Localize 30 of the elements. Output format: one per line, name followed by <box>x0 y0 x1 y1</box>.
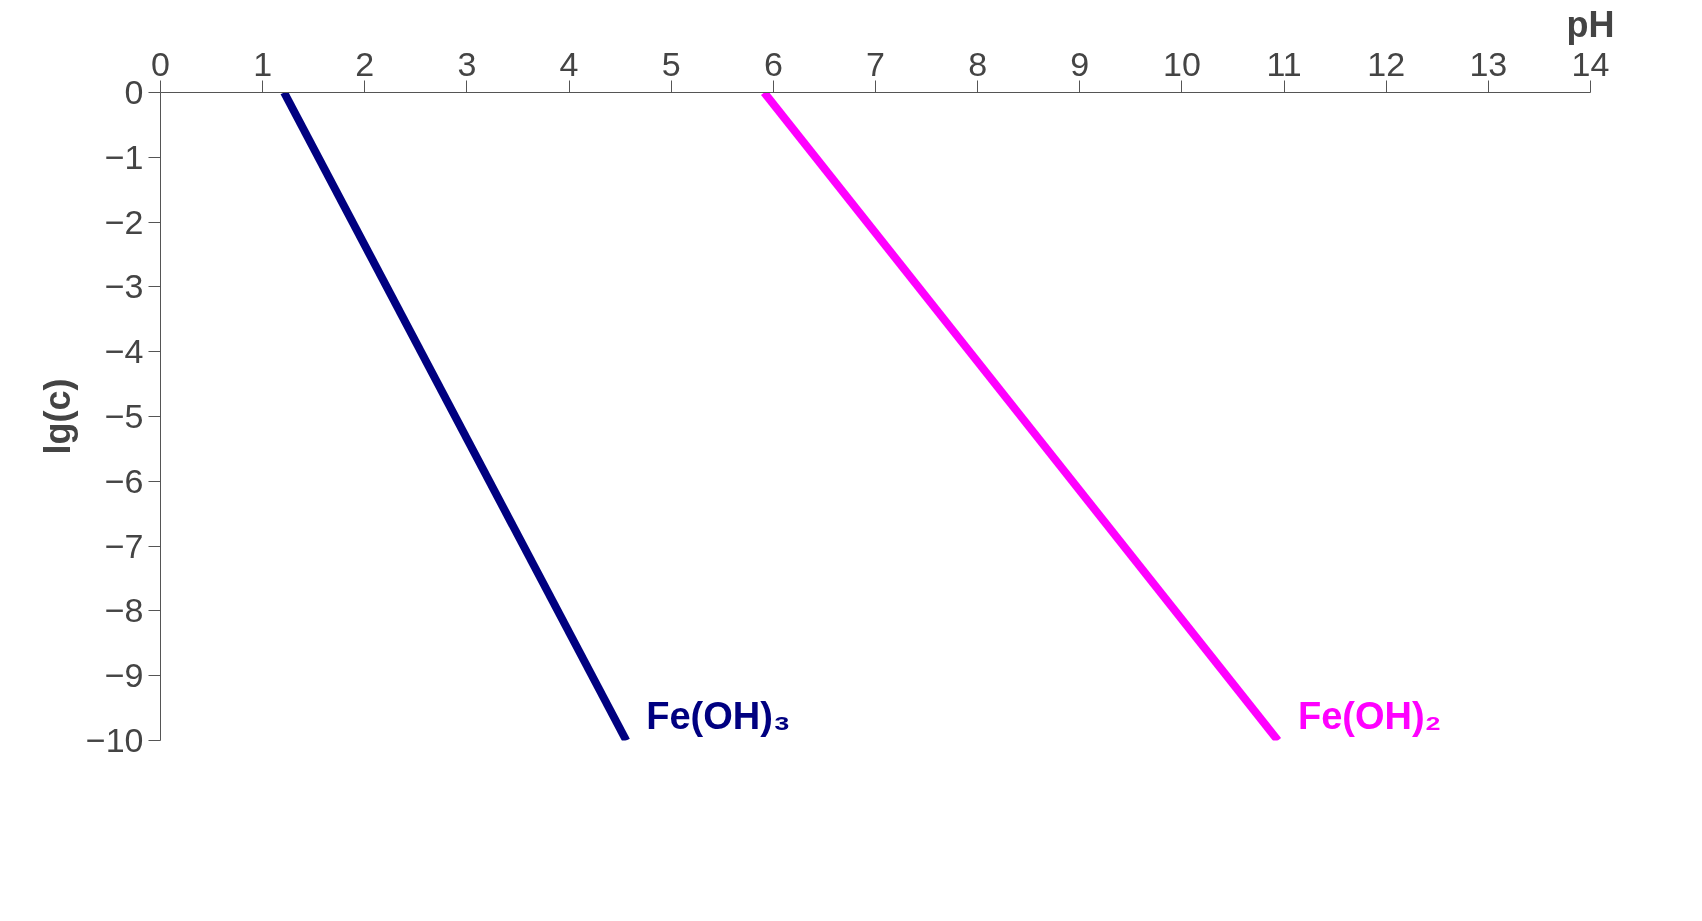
x-axis-title: pH <box>1566 3 1615 45</box>
x-tick-label: 12 <box>1367 44 1406 83</box>
x-tick-label: 5 <box>661 44 681 83</box>
x-tick-label: 1 <box>253 44 273 83</box>
y-tick-label: −7 <box>104 526 144 565</box>
y-tick-label: −4 <box>104 332 144 371</box>
x-tick-label: 9 <box>1070 44 1090 83</box>
y-tick-label: −1 <box>104 137 144 176</box>
y-tick-label: −2 <box>104 202 144 241</box>
y-tick-label: −9 <box>104 656 144 695</box>
x-tick-label: 3 <box>457 44 477 83</box>
y-tick-label: −6 <box>104 461 144 500</box>
y-tick-label: 0 <box>124 73 144 111</box>
x-tick-label: 4 <box>559 44 579 83</box>
y-tick-label: −3 <box>104 267 144 306</box>
y-tick-label: −10 <box>85 721 144 759</box>
x-tick-label: 7 <box>866 44 885 83</box>
x-tick-label: 11 <box>1266 44 1302 83</box>
x-tick-label: 10 <box>1163 44 1201 83</box>
y-tick-label: −8 <box>104 591 144 630</box>
series-label: Fe(OH)₃ <box>646 694 791 737</box>
x-tick-label: 8 <box>968 44 988 83</box>
y-axis-title: lg(c) <box>36 378 78 455</box>
x-tick-label: 0 <box>151 44 170 83</box>
series-label: Fe(OH)₂ <box>1297 694 1442 737</box>
x-tick-label: 14 <box>1571 44 1610 83</box>
x-tick-label: 13 <box>1469 44 1508 83</box>
x-tick-label: 6 <box>763 44 783 83</box>
y-tick-label: −5 <box>104 397 144 435</box>
x-tick-label: 2 <box>355 44 375 83</box>
